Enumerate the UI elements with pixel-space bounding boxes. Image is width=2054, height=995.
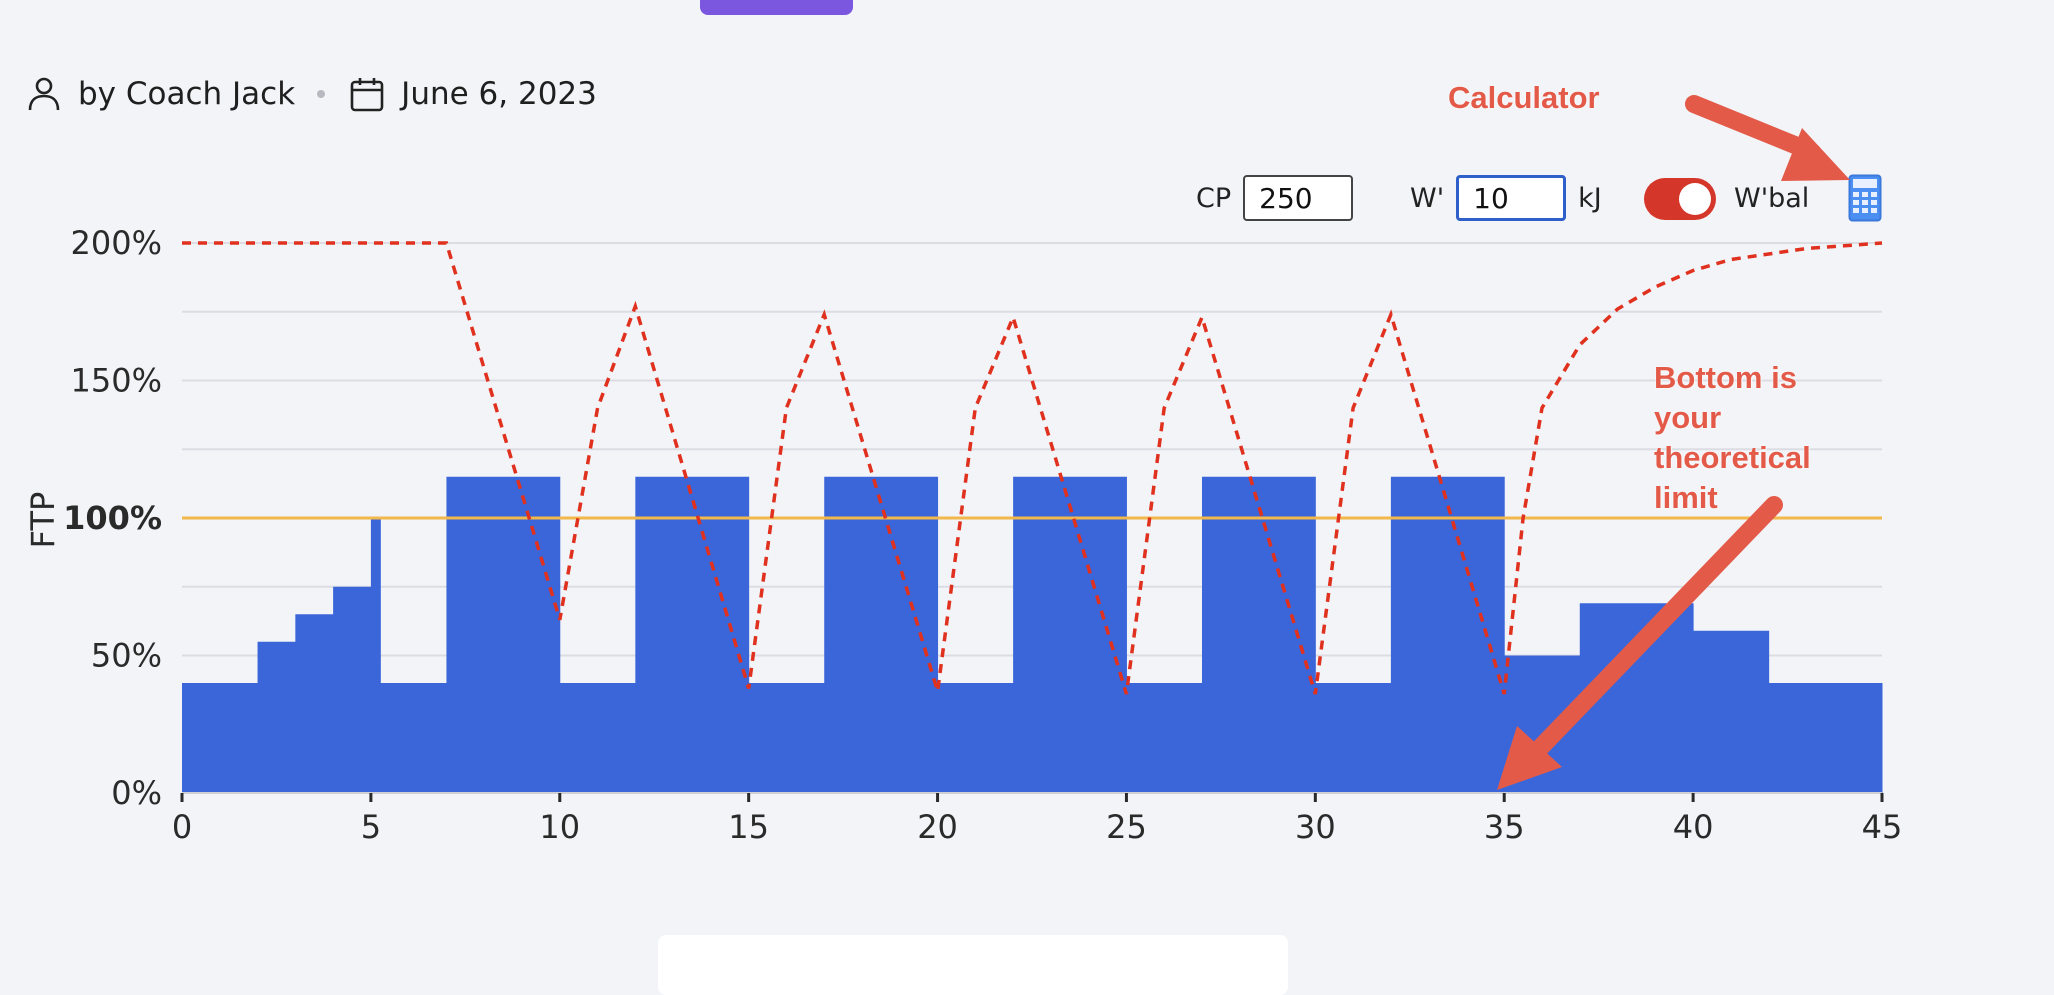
bottom-note-line-2: your <box>1654 400 1722 435</box>
x-tick-label: 40 <box>1673 808 1714 846</box>
x-tick-label: 20 <box>917 808 958 846</box>
y-tick-label: 100% <box>63 499 162 537</box>
wbal-curve <box>182 241 1883 695</box>
cp-control: CP <box>1196 172 1354 224</box>
wbal-toggle-knob <box>1679 183 1711 215</box>
interval-bar <box>333 586 372 793</box>
interval-bar <box>257 641 296 793</box>
y-axis-label: FTP <box>24 492 62 549</box>
x-tick-label: 25 <box>1106 808 1147 846</box>
interval-bar <box>1768 683 1883 793</box>
wbal-control: W'bal <box>1734 172 1809 224</box>
wprime-label: W' <box>1410 182 1445 214</box>
wbal-toggle[interactable] <box>1644 178 1716 220</box>
interval-bar <box>370 518 381 793</box>
calendar-icon <box>347 74 387 114</box>
y-tick-label: 150% <box>71 362 162 400</box>
interval-bar <box>635 476 750 793</box>
workout-chart: 0% 50% 100% 150% 200% 0 5 10 15 20 25 30 35 40 45 FTP <box>24 95 1903 846</box>
bottom-note-line-1: Bottom is <box>1654 360 1797 395</box>
calculator-arrow-shaft <box>1685 95 1821 161</box>
bottom-note-line-3: theoretical <box>1654 440 1811 475</box>
cp-input[interactable] <box>1243 175 1354 221</box>
author-text: by Coach Jack <box>78 76 296 112</box>
bottom-limit-annotation: Bottom is your theoretical limit <box>1654 358 1811 518</box>
wprime-control: W' kJ <box>1410 172 1602 224</box>
y-tick-label: 50% <box>91 637 162 675</box>
limit-arrow-head <box>1497 726 1562 790</box>
x-tick-label: 35 <box>1484 808 1525 846</box>
wprime-input[interactable] <box>1456 175 1567 221</box>
interval-bar <box>1013 476 1127 793</box>
y-tick-label: 0% <box>111 774 162 812</box>
interval-bar <box>559 683 636 793</box>
cp-label: CP <box>1196 182 1232 214</box>
x-tick-label: 0 <box>172 808 192 846</box>
x-tick-label: 15 <box>728 808 769 846</box>
limit-arrow-shaft <box>1531 496 1783 757</box>
top-purple-tab[interactable] <box>700 0 853 15</box>
calculator-icon[interactable] <box>1848 174 1882 222</box>
interval-bar <box>1693 630 1770 793</box>
interval-bar <box>380 683 447 793</box>
x-tick-label: 30 <box>1295 808 1336 846</box>
x-tick-label: 45 <box>1862 808 1903 846</box>
calculator-annotation: Calculator <box>1448 80 1600 115</box>
interval-bars <box>182 476 1883 793</box>
user-icon <box>24 74 64 114</box>
annotation-arrows <box>1497 95 1850 790</box>
interval-bar <box>1126 683 1203 793</box>
post-meta: by Coach Jack June 6, 2023 <box>24 70 597 118</box>
interval-bar <box>295 614 334 793</box>
interval-bar <box>446 476 561 793</box>
wprime-unit: kJ <box>1578 182 1602 214</box>
wbal-label: W'bal <box>1734 182 1810 214</box>
bottom-card <box>658 935 1288 995</box>
calculator-arrow-head <box>1781 128 1850 181</box>
x-tick-label: 5 <box>361 808 381 846</box>
meta-separator <box>317 90 326 98</box>
interval-bar <box>937 683 1014 793</box>
post-date: June 6, 2023 <box>401 76 597 112</box>
y-axis-ticks: 0% 50% 100% 150% 200% <box>63 224 162 812</box>
x-axis-ticks: 0 5 10 15 20 25 30 35 40 45 <box>172 792 1903 846</box>
interval-bar <box>748 683 825 793</box>
bottom-note-line-4: limit <box>1654 480 1718 515</box>
y-tick-label: 200% <box>71 224 162 262</box>
interval-bar <box>1315 683 1392 793</box>
interval-bar <box>182 683 259 793</box>
x-tick-label: 10 <box>539 808 580 846</box>
